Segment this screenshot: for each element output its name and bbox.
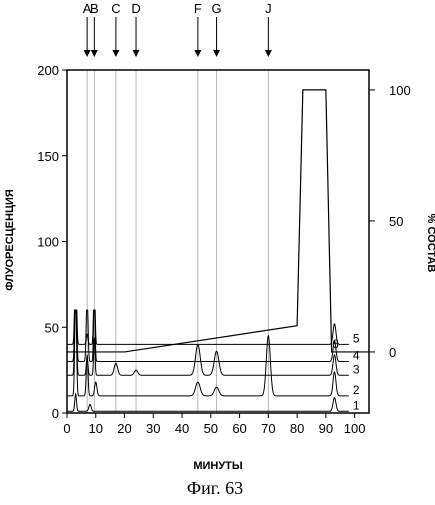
y-tick-label: 200 xyxy=(37,63,59,78)
peak-markers: ABCDFGJ xyxy=(83,1,272,57)
y-tick-label: 50 xyxy=(45,320,59,335)
y2-tick-label: 0 xyxy=(389,345,396,360)
marker-label: G xyxy=(211,1,221,16)
figure-caption: Фиг. 63 xyxy=(187,478,243,498)
marker-arrow-head xyxy=(91,50,98,57)
trace-2 xyxy=(67,310,349,396)
marker-label: J xyxy=(265,1,272,16)
x-tick-label: 100 xyxy=(344,421,366,436)
y-tick-label: 100 xyxy=(37,235,59,250)
trace-4 xyxy=(67,310,349,361)
x-tick-label: 80 xyxy=(290,421,304,436)
trace-label: 1 xyxy=(353,398,360,412)
gradient-trace-6 xyxy=(67,90,369,352)
marker-arrow-head xyxy=(133,50,140,57)
marker-label: B xyxy=(90,1,99,16)
y2-tick-label: 50 xyxy=(389,214,403,229)
trace-label: 3 xyxy=(353,362,360,376)
x-tick-label: 30 xyxy=(146,421,160,436)
trace-label: 2 xyxy=(353,383,360,397)
x-tick-label: 70 xyxy=(261,421,275,436)
y2-axis-title: % СОСТАВ xyxy=(425,214,435,273)
y2-tick-label: 100 xyxy=(389,83,411,98)
x-tick-label: 10 xyxy=(89,421,103,436)
marker-label: C xyxy=(111,1,120,16)
x-tick-label: 50 xyxy=(204,421,218,436)
x-tick-label: 90 xyxy=(319,421,333,436)
x-tick-label: 60 xyxy=(232,421,246,436)
x-tick-label: 40 xyxy=(175,421,189,436)
marker-arrow-head xyxy=(194,50,201,57)
y-tick-label: 150 xyxy=(37,149,59,164)
x-axis-title: МИНУТЫ xyxy=(193,460,243,472)
x-tick-label: 0 xyxy=(63,421,70,436)
trace-1 xyxy=(67,394,349,411)
y-axis-title: ФЛУОРЕСЦЕНЦИЯ xyxy=(4,189,16,291)
trace-3 xyxy=(67,310,349,375)
marker-label: F xyxy=(194,1,202,16)
axes: 0 10 20 30 40 50 60 70 80 90 100 0 50 100 150 200 0 50 100 xyxy=(37,63,410,436)
y-tick-label: 0 xyxy=(52,406,59,421)
x-tick-label: 20 xyxy=(117,421,131,436)
marker-arrow-head xyxy=(265,50,272,57)
chromatogram-traces: 12 34 56 xyxy=(67,90,369,412)
marker-arrow-head xyxy=(84,50,91,57)
trace-label: 6 xyxy=(332,337,339,351)
marker-arrow-head xyxy=(112,50,119,57)
trace-label: 4 xyxy=(353,349,360,363)
marker-label: D xyxy=(131,1,140,16)
trace-label: 5 xyxy=(353,331,360,345)
marker-arrow-head xyxy=(213,50,220,57)
